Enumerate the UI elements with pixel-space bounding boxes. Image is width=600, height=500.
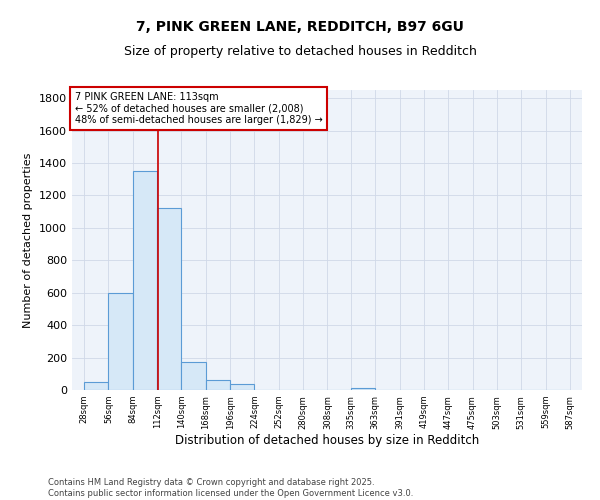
Text: 7 PINK GREEN LANE: 113sqm
← 52% of detached houses are smaller (2,008)
48% of se: 7 PINK GREEN LANE: 113sqm ← 52% of detac… [74,92,322,124]
Bar [109,292,133,390]
Bar [181,362,206,390]
Text: 7, PINK GREEN LANE, REDDITCH, B97 6GU: 7, PINK GREEN LANE, REDDITCH, B97 6GU [136,20,464,34]
Text: Size of property relative to detached houses in Redditch: Size of property relative to detached ho… [124,45,476,58]
Bar [133,171,157,390]
Text: Contains HM Land Registry data © Crown copyright and database right 2025.
Contai: Contains HM Land Registry data © Crown c… [48,478,413,498]
Bar [84,382,109,390]
X-axis label: Distribution of detached houses by size in Redditch: Distribution of detached houses by size … [175,434,479,448]
Bar [351,388,375,390]
Bar [157,208,181,390]
Y-axis label: Number of detached properties: Number of detached properties [23,152,34,328]
Bar [206,380,230,390]
Bar [230,384,254,390]
